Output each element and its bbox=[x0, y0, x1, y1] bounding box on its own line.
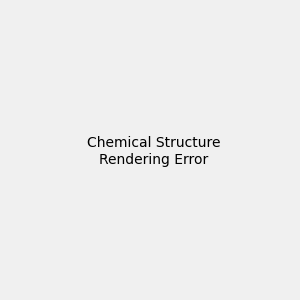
Text: Chemical Structure
Rendering Error: Chemical Structure Rendering Error bbox=[87, 136, 220, 166]
